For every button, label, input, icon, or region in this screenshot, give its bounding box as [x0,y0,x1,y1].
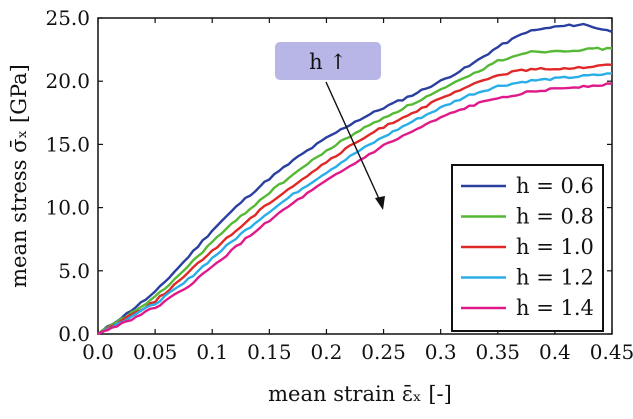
legend-items: h = 0.6 h = 0.8 h = 1.0 h = 1.2 h = 1.4 [461,174,594,320]
y-tick-label: 20.0 [45,69,90,93]
y-tick-label: 0.0 [58,322,90,346]
annotation-text: h ↑ [309,50,347,74]
series-lines [97,22,613,336]
x-tick-label: 0.35 [476,340,521,364]
x-tick-label: 0.15 [247,340,292,364]
legend: h = 0.6 h = 0.8 h = 1.0 h = 1.2 h = 1.4 [451,164,604,332]
y-tick-label: 25.0 [45,6,90,30]
series-line-5 [97,82,613,336]
legend-label: h = 0.6 [516,174,594,198]
x-tick-label: 0.25 [361,340,406,364]
x-tick-label: 0.2 [311,340,343,364]
y-axis-ticks: 0.0 5.0 10.0 15.0 20.0 25.0 [45,6,612,346]
legend-label: h = 0.8 [516,205,594,229]
x-tick-label: 0.0 [82,340,114,364]
x-axis-label: mean strain ε̄ₓ [-] [268,382,452,406]
annotation-arrow-head [375,196,385,210]
x-tick-label: 0.4 [539,340,571,364]
y-tick-label: 5.0 [58,259,90,283]
x-axis-ticks: 0.0 0.05 0.1 0.15 0.2 0.25 0.3 0.35 0.4 0.45 [82,18,633,364]
y-tick-label: 10.0 [45,196,90,220]
series-line-4 [97,72,613,336]
series-line-3 [97,63,613,336]
x-tick-label: 0.1 [196,340,228,364]
legend-label: h = 1.4 [516,296,594,320]
annotation-arrow-line [325,81,381,202]
series-line-2 [97,46,613,335]
h-increase-annotation: h ↑ [275,42,385,210]
legend-label: h = 1.0 [516,235,594,259]
x-tick-label: 0.45 [590,340,633,364]
y-axis-label: mean stress σ̄ₓ [GPa] [7,64,31,288]
plot-area-frame [97,17,613,335]
x-tick-label: 0.3 [425,340,457,364]
annotation-box [275,42,381,80]
x-tick-label: 0.05 [133,340,178,364]
legend-label: h = 1.2 [516,266,594,290]
y-tick-label: 15.0 [45,132,90,156]
series-line-1 [97,22,613,335]
